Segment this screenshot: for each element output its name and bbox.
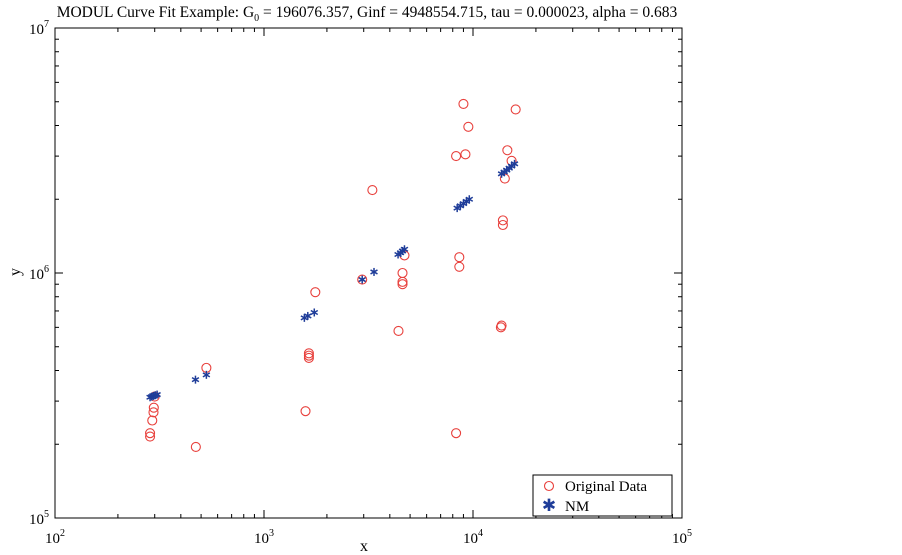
data-point-nm <box>191 375 200 384</box>
data-point-original <box>454 252 465 263</box>
data-point-original <box>397 276 408 287</box>
legend-marker-original-data <box>543 480 555 492</box>
title-subscript: 0 <box>254 13 259 24</box>
data-point-original <box>145 431 156 442</box>
data-point-original <box>397 267 408 279</box>
data-point-original <box>300 406 311 417</box>
data-point-nm <box>202 370 211 379</box>
legend-label-original-data: Original Data <box>565 479 647 495</box>
y-tick-label: 106 <box>29 264 49 283</box>
data-point-original <box>148 402 159 413</box>
plot-area <box>54 27 683 519</box>
data-point-original <box>303 350 314 361</box>
series-0 <box>145 98 521 452</box>
data-point-original <box>451 151 462 162</box>
data-point-original <box>147 415 158 426</box>
legend-label-nm: NM <box>565 499 589 515</box>
data-point-original <box>460 149 471 160</box>
data-point-original <box>454 261 465 272</box>
title-suffix: = 196076.357, Ginf = 4948554.715, tau = … <box>259 4 677 21</box>
data-point-original <box>393 325 404 337</box>
data-point-original <box>190 441 201 452</box>
x-axis-label: x <box>360 538 368 555</box>
data-point-original <box>303 348 314 359</box>
x-tick-label: 104 <box>463 528 483 547</box>
data-point-original <box>367 185 378 196</box>
data-point-nm <box>465 195 474 204</box>
x-tick-label: 103 <box>254 528 274 547</box>
series-1 <box>146 159 519 402</box>
data-point-original <box>451 428 462 439</box>
data-point-original <box>148 407 159 418</box>
data-point-nm <box>303 311 312 320</box>
data-point-original <box>497 219 508 231</box>
data-point-nm <box>153 390 161 399</box>
x-tick-label: 102 <box>45 528 65 547</box>
data-point-original <box>496 320 507 331</box>
data-point-original <box>463 121 474 132</box>
legend-box <box>532 474 673 517</box>
data-point-original <box>458 98 469 109</box>
data-point-original <box>310 287 321 298</box>
chart-title: MODUL Curve Fit Example: G0 = 196076.357… <box>57 4 678 24</box>
data-point-nm <box>310 308 319 317</box>
data-point-nm <box>358 275 367 284</box>
x-tick-label: 105 <box>672 528 692 547</box>
data-point-original <box>357 274 368 285</box>
legend: Original Data ✱ NM <box>532 474 673 517</box>
data-point-original <box>397 279 408 290</box>
y-tick-label: 107 <box>29 19 49 38</box>
data-point-nm <box>510 159 519 168</box>
y-tick-label: 105 <box>29 509 49 528</box>
data-point-original <box>502 145 513 156</box>
data-point-original <box>303 352 314 364</box>
data-point-nm <box>400 245 409 254</box>
y-axis-label: y <box>7 268 24 276</box>
data-point-original <box>510 104 521 115</box>
axis-ticks: 102 103 104 105 105 106 107 <box>29 19 692 547</box>
title-prefix: MODUL Curve Fit Example: G <box>57 4 254 21</box>
data-point-original <box>145 428 156 439</box>
legend-marker-nm: ✱ <box>542 496 556 515</box>
data-point-original <box>497 215 508 226</box>
series-layer <box>145 98 521 452</box>
data-point-nm <box>370 267 378 276</box>
